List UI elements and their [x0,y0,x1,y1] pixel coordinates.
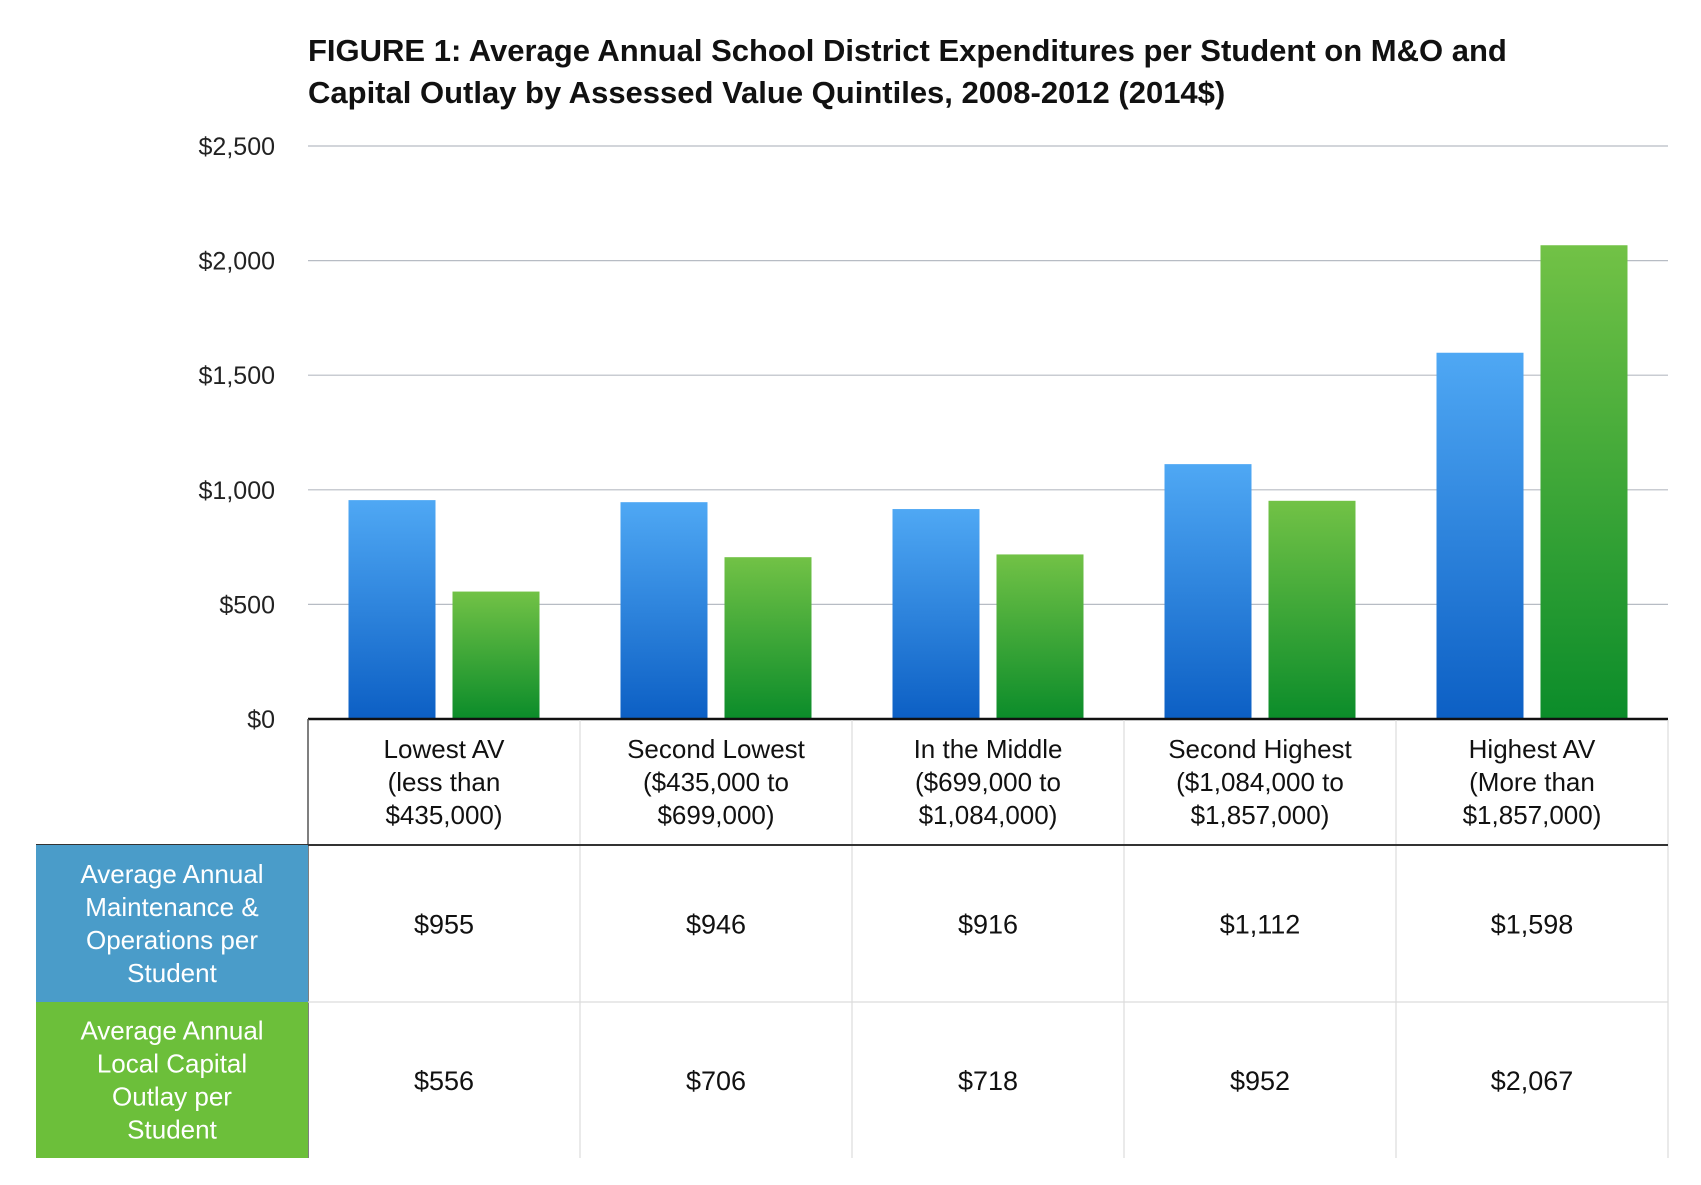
x-tick-label: Lowest AV (less than $435,000) [384,734,506,830]
y-tick-label: $0 [247,706,275,734]
chart-title-line-2: Capital Outlay by Assessed Value Quintil… [308,75,1226,110]
legend-label: Average Annual Maintenance & Operations pe… [80,859,263,988]
data-label: $955 [414,910,474,940]
x-tick-label: Highest AV (More than $1,857,000) [1463,734,1602,830]
legend-label: Average Annual Local Capital Outlay per Stu… [80,1016,263,1145]
bar [620,502,708,719]
data-label: $946 [686,910,746,940]
bar [1436,352,1524,719]
chart-title-line-1: FIGURE 1: Average Annual School District… [308,33,1507,68]
data-label: $1,112 [1220,910,1301,940]
bar [1540,245,1628,720]
x-tick-label: Second Highest ($1,084,000 to $1,857,000) [1168,734,1352,830]
bar [724,557,812,719]
data-label: $952 [1230,1066,1290,1096]
data-label: $718 [958,1066,1018,1096]
data-label: $2,067 [1491,1066,1574,1096]
y-tick-label: $2,000 [199,248,275,276]
bar [348,500,436,719]
y-tick-label: $1,500 [199,362,275,390]
bar [996,554,1084,719]
chart-title: FIGURE 1: Average Annual School District… [308,30,1668,114]
y-tick-label: $500 [219,591,275,619]
bar [452,591,540,719]
y-tick-label: $1,000 [199,477,275,505]
legend-swatch [36,1002,308,1158]
data-label: $556 [414,1066,474,1096]
x-tick-label: In the Middle ($699,000 to $1,084,000) [914,734,1063,830]
data-label: $706 [686,1066,746,1096]
y-tick-label: $2,500 [199,133,275,161]
data-label: $1,598 [1491,910,1574,940]
bar [1268,500,1356,719]
data-label: $916 [958,910,1018,940]
bar [892,509,980,719]
x-tick-label: Second Lowest ($435,000 to $699,000) [627,734,806,830]
bar [1164,464,1252,719]
legend-swatch [36,845,308,1002]
